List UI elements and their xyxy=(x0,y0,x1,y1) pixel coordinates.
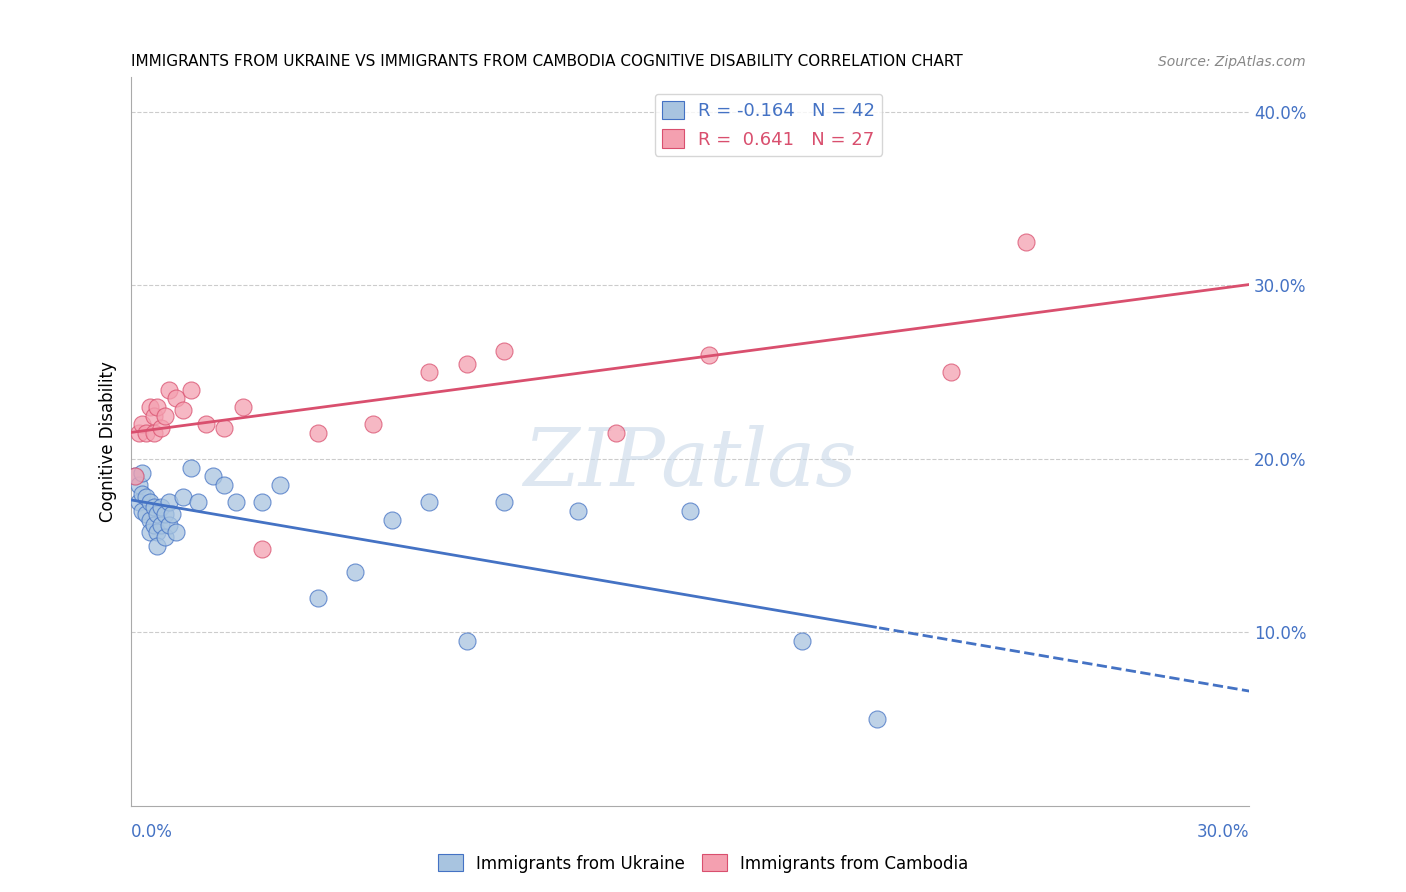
Point xyxy=(567,504,589,518)
Point xyxy=(139,400,162,414)
Point xyxy=(128,425,150,440)
Point xyxy=(135,508,157,522)
Point xyxy=(146,539,169,553)
Point xyxy=(142,517,165,532)
Text: Source: ZipAtlas.com: Source: ZipAtlas.com xyxy=(1159,54,1306,69)
Point xyxy=(1014,235,1036,249)
Point xyxy=(128,495,150,509)
Point xyxy=(165,391,187,405)
Point xyxy=(153,409,176,423)
Point xyxy=(142,425,165,440)
Point xyxy=(214,478,236,492)
Point xyxy=(232,400,254,414)
Text: 0.0%: 0.0% xyxy=(131,822,173,841)
Point xyxy=(307,425,329,440)
Point xyxy=(131,486,153,500)
Point xyxy=(157,517,180,532)
Point xyxy=(124,469,146,483)
Point xyxy=(180,460,202,475)
Point xyxy=(146,508,169,522)
Point xyxy=(343,565,366,579)
Point xyxy=(142,500,165,515)
Point xyxy=(250,495,273,509)
Y-axis label: Cognitive Disability: Cognitive Disability xyxy=(100,361,117,522)
Point xyxy=(456,357,478,371)
Point xyxy=(790,634,813,648)
Point xyxy=(363,417,385,432)
Point xyxy=(162,508,184,522)
Point xyxy=(269,478,291,492)
Point xyxy=(172,403,194,417)
Point xyxy=(131,466,153,480)
Point xyxy=(697,348,720,362)
Point xyxy=(165,524,187,539)
Point xyxy=(492,344,515,359)
Point xyxy=(131,417,153,432)
Point xyxy=(307,591,329,605)
Point xyxy=(202,469,225,483)
Point xyxy=(146,400,169,414)
Point xyxy=(865,712,887,726)
Legend: Immigrants from Ukraine, Immigrants from Cambodia: Immigrants from Ukraine, Immigrants from… xyxy=(432,847,974,880)
Point xyxy=(153,508,176,522)
Point xyxy=(131,504,153,518)
Point xyxy=(135,425,157,440)
Point xyxy=(139,524,162,539)
Text: ZIPatlas: ZIPatlas xyxy=(523,425,858,502)
Point xyxy=(679,504,702,518)
Point xyxy=(146,524,169,539)
Text: 30.0%: 30.0% xyxy=(1197,822,1250,841)
Point xyxy=(180,383,202,397)
Point xyxy=(456,634,478,648)
Point xyxy=(605,425,627,440)
Legend: R = -0.164   N = 42, R =  0.641   N = 27: R = -0.164 N = 42, R = 0.641 N = 27 xyxy=(655,94,883,156)
Point xyxy=(157,383,180,397)
Point xyxy=(187,495,209,509)
Point xyxy=(250,542,273,557)
Point xyxy=(139,495,162,509)
Point xyxy=(153,530,176,544)
Point xyxy=(150,500,173,515)
Point xyxy=(142,409,165,423)
Point xyxy=(135,490,157,504)
Point xyxy=(124,469,146,483)
Point xyxy=(172,490,194,504)
Point xyxy=(128,478,150,492)
Point xyxy=(939,365,962,379)
Text: IMMIGRANTS FROM UKRAINE VS IMMIGRANTS FROM CAMBODIA COGNITIVE DISABILITY CORRELA: IMMIGRANTS FROM UKRAINE VS IMMIGRANTS FR… xyxy=(131,54,963,69)
Point xyxy=(225,495,247,509)
Point xyxy=(381,512,404,526)
Point xyxy=(139,512,162,526)
Point xyxy=(418,365,440,379)
Point xyxy=(150,517,173,532)
Point xyxy=(214,420,236,434)
Point xyxy=(194,417,217,432)
Point xyxy=(157,495,180,509)
Point xyxy=(150,420,173,434)
Point xyxy=(492,495,515,509)
Point xyxy=(418,495,440,509)
